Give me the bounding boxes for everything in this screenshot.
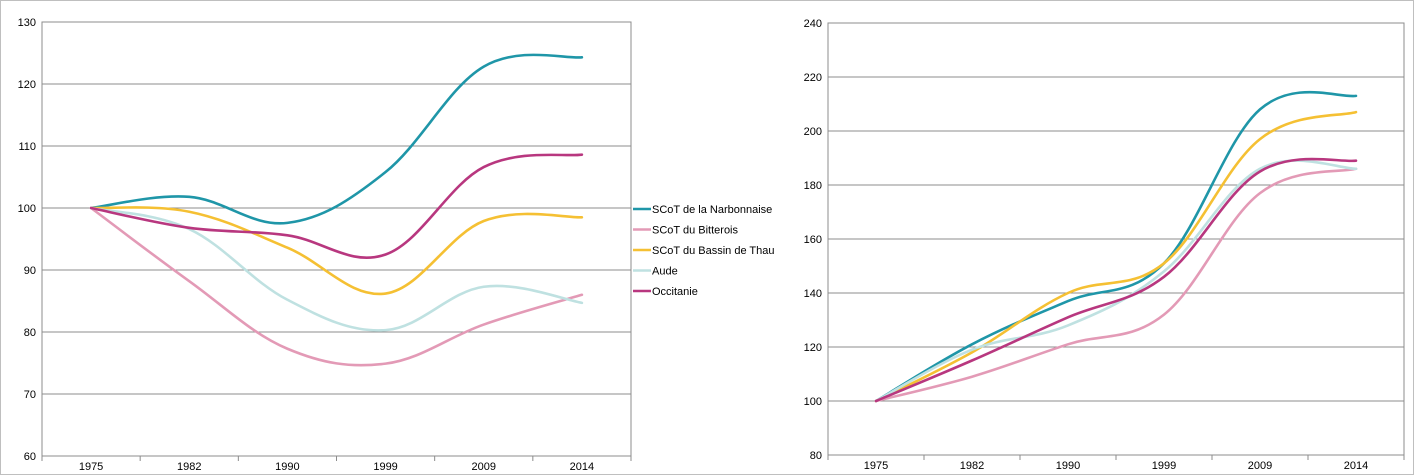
y-tick-label: 70 xyxy=(24,389,36,401)
x-tick-label: 1982 xyxy=(177,461,201,473)
chart-1-x-tick-labels: 1975 1982 1990 1999 2009 2014 xyxy=(41,456,632,473)
x-tick-label: 2014 xyxy=(1344,460,1368,472)
y-tick-label: 100 xyxy=(18,203,36,215)
series-line-bitterois xyxy=(89,206,584,367)
series-line-occitanie xyxy=(874,157,1358,403)
series-line-bitterois xyxy=(874,167,1358,403)
chart-1-legend: SCoT de la Narbonnaise SCoT du Bitterois S… xyxy=(633,204,775,298)
chart-1-series xyxy=(89,53,584,367)
y-tick-label: 100 xyxy=(804,396,822,408)
series-line-thau xyxy=(89,206,584,296)
y-tick-label: 200 xyxy=(804,126,822,138)
x-tick-label: 1990 xyxy=(275,461,299,473)
x-tick-label: 1990 xyxy=(1056,460,1080,472)
series-line-narbonnaise xyxy=(874,90,1358,403)
y-tick-label: 120 xyxy=(18,79,36,91)
chart-2-series xyxy=(874,90,1358,403)
y-tick-label: 130 xyxy=(18,17,36,29)
legend-label: SCoT du Bitterois xyxy=(652,225,739,237)
y-tick-label: 160 xyxy=(804,234,822,246)
y-tick-label: 80 xyxy=(24,327,36,339)
legend-label: Aude xyxy=(652,266,678,278)
x-tick-label: 2014 xyxy=(570,461,594,473)
x-tick-label: 2009 xyxy=(472,461,496,473)
chart-1: 60 70 80 90 100 110 120 130 1975 1982 1990 1999 200… xyxy=(18,17,775,473)
y-tick-label: 120 xyxy=(804,342,822,354)
chart-2-y-tick-labels: 80 100 120 140 160 180 200 220 240 xyxy=(804,18,822,462)
legend-label: SCoT du Bassin de Thau xyxy=(652,245,775,257)
y-tick-label: 180 xyxy=(804,180,822,192)
chart-1-y-tick-labels: 60 70 80 90 100 110 120 130 xyxy=(18,17,36,463)
y-tick-label: 240 xyxy=(804,18,822,30)
series-line-occitanie xyxy=(89,153,584,259)
y-tick-label: 220 xyxy=(804,72,822,84)
series-line-aude xyxy=(89,206,584,332)
y-tick-label: 90 xyxy=(24,265,36,277)
y-tick-label: 80 xyxy=(810,450,822,462)
legend-label: SCoT de la Narbonnaise xyxy=(652,204,772,216)
x-tick-label: 1975 xyxy=(864,460,888,472)
chart-2-x-tick-labels: 1975 1982 1990 1999 2009 2014 xyxy=(827,455,1405,472)
x-tick-label: 1982 xyxy=(960,460,984,472)
y-tick-label: 60 xyxy=(24,451,36,463)
series-line-thau xyxy=(874,110,1358,403)
legend-label: Occitanie xyxy=(652,286,698,298)
y-tick-label: 140 xyxy=(804,288,822,300)
x-tick-label: 1999 xyxy=(373,461,397,473)
series-line-narbonnaise xyxy=(89,53,584,225)
x-tick-label: 1999 xyxy=(1152,460,1176,472)
x-tick-label: 2009 xyxy=(1248,460,1272,472)
y-tick-label: 110 xyxy=(18,141,36,153)
x-tick-label: 1975 xyxy=(79,461,103,473)
